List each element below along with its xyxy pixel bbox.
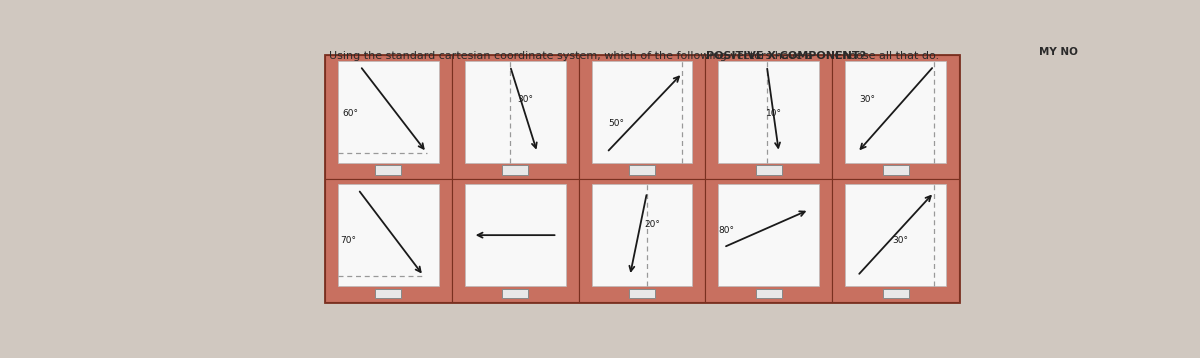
Bar xyxy=(719,61,820,163)
Text: 20°: 20° xyxy=(644,221,660,229)
Bar xyxy=(883,289,908,298)
Text: 10°: 10° xyxy=(766,109,782,118)
Bar xyxy=(376,289,401,298)
Bar xyxy=(376,165,401,175)
Bar xyxy=(706,179,833,302)
Text: 60°: 60° xyxy=(342,109,358,118)
Text: POSITIVE X-COMPONENT?: POSITIVE X-COMPONENT? xyxy=(707,51,866,61)
Bar xyxy=(451,179,578,302)
Bar xyxy=(719,184,820,286)
Bar xyxy=(833,55,959,179)
Bar xyxy=(629,289,655,298)
Bar xyxy=(592,184,692,286)
Bar xyxy=(578,55,706,179)
Bar xyxy=(578,179,706,302)
Text: 50°: 50° xyxy=(608,120,625,129)
Text: MY NO: MY NO xyxy=(1039,47,1078,57)
Text: 80°: 80° xyxy=(719,226,734,234)
Bar xyxy=(833,179,959,302)
Bar xyxy=(706,55,833,179)
Bar xyxy=(629,165,655,175)
Bar xyxy=(502,165,528,175)
Bar xyxy=(325,55,451,179)
Bar xyxy=(845,184,946,286)
Bar xyxy=(756,289,782,298)
Text: 70°: 70° xyxy=(340,236,356,245)
Bar xyxy=(338,184,439,286)
Text: 30°: 30° xyxy=(517,95,533,104)
Bar xyxy=(592,61,692,163)
Bar xyxy=(883,165,908,175)
Bar xyxy=(338,61,439,163)
Bar xyxy=(451,55,578,179)
Text: Using the standard cartesian coordinate system, which of the following vectors h: Using the standard cartesian coordinate … xyxy=(329,51,816,61)
Bar xyxy=(502,289,528,298)
Text: 30°: 30° xyxy=(859,95,876,104)
Bar xyxy=(756,165,782,175)
Bar xyxy=(325,179,451,302)
Bar xyxy=(464,184,565,286)
Bar xyxy=(464,61,565,163)
Text: Choose all that do.: Choose all that do. xyxy=(830,51,938,61)
Bar xyxy=(845,61,946,163)
Bar xyxy=(325,55,959,302)
Text: 30°: 30° xyxy=(893,236,908,245)
